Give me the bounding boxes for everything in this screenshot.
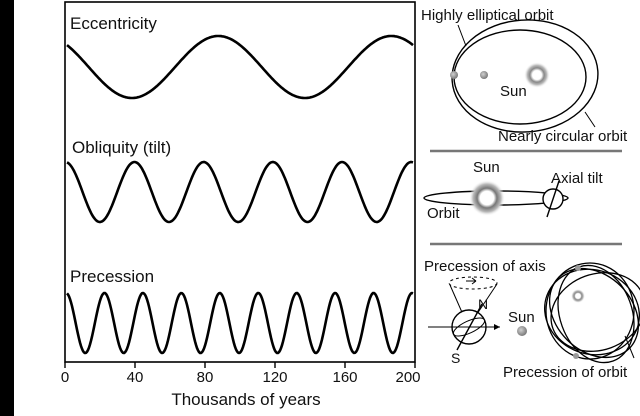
sun-icon [469, 180, 505, 216]
earth-axis-line [546, 180, 560, 218]
obliquity-diagram: Sun Orbit Axial tilt [423, 159, 604, 222]
elliptical-orbit [451, 19, 599, 133]
axial-tilt-label: Axial tilt [551, 170, 604, 187]
sun-icon [524, 62, 550, 88]
precession-label: Precession [70, 267, 154, 286]
sun-icon [517, 326, 527, 336]
planet-icon [480, 71, 488, 79]
precessing-orbits [544, 262, 640, 364]
highly-elliptical-orbit-label: Highly elliptical orbit [421, 7, 554, 24]
precession-of-orbit-label: Precession of orbit [503, 364, 628, 381]
x-tick-label: 200 [395, 369, 420, 386]
elliptical-leader-line [457, 24, 467, 47]
precession-cone-ellipse [448, 276, 498, 290]
planet-icon [450, 71, 458, 79]
x-tick-label: 40 [127, 369, 144, 386]
x-axis-tick-labels: 0 40 80 120 160 200 [61, 369, 421, 386]
plot-border [64, 1, 416, 363]
north-label: N [478, 296, 488, 312]
x-tick-label: 120 [262, 369, 287, 386]
south-label: S [451, 350, 460, 366]
circular-leader-line [584, 111, 596, 128]
earth-equator [452, 317, 486, 337]
x-tick-label: 80 [197, 369, 214, 386]
obliquity-curve [66, 160, 414, 224]
eccentricity-curve [66, 34, 414, 100]
cone-arrowhead-icon [471, 277, 477, 285]
precession-of-axis-label: Precession of axis [424, 258, 546, 275]
orbit-leader-line [624, 335, 635, 359]
planet-icon [573, 353, 579, 359]
precession-diagram: Precession of axis N S Sun Precession of… [424, 258, 640, 381]
paper-background [14, 0, 640, 416]
x-axis-ticks [64, 362, 416, 368]
x-tick-label: 0 [61, 369, 69, 386]
orbit-ellipse [548, 267, 640, 359]
sun-icon [571, 289, 585, 303]
obliquity-label: Obliquity (tilt) [72, 138, 171, 157]
tilt-orbit-label: Orbit [427, 205, 460, 222]
nearly-circular-orbit-label: Nearly circular orbit [498, 128, 628, 145]
orbit-ellipse [550, 272, 640, 352]
x-axis-label: Thousands of years [171, 390, 320, 409]
precession-curve [66, 291, 414, 355]
planet-icon [575, 265, 581, 271]
sun-direction-arrowhead-icon [494, 324, 500, 330]
eccentricity-sun-label: Sun [500, 83, 527, 100]
x-tick-label: 160 [332, 369, 357, 386]
eccentricity-label: Eccentricity [70, 14, 157, 33]
tilt-sun-label: Sun [473, 159, 500, 176]
eccentricity-diagram: Highly elliptical orbit Sun Nearly circu… [421, 7, 628, 145]
precession-sun-label: Sun [508, 309, 535, 326]
